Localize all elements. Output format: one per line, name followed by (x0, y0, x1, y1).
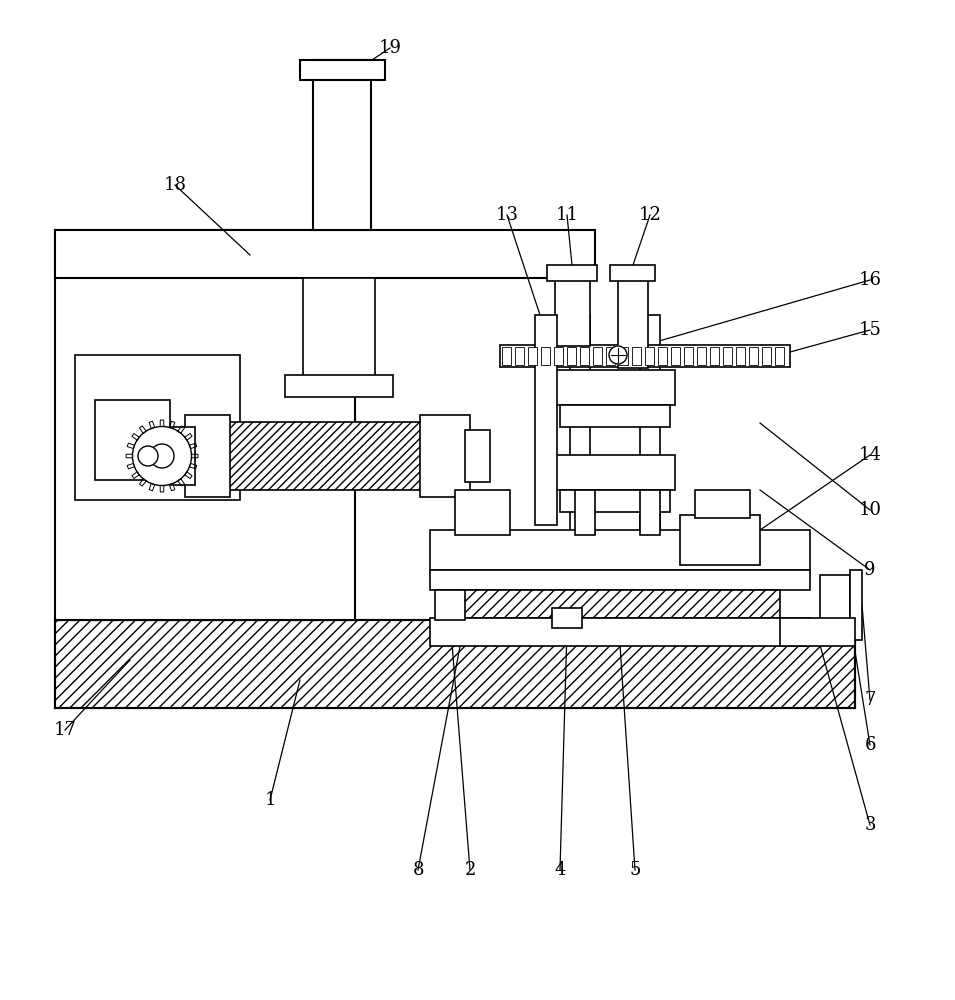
Bar (555, 455, 675, 490)
Bar (640, 490, 660, 535)
Bar (313, 60, 371, 230)
Bar (618, 278, 648, 368)
Text: 8: 8 (413, 861, 424, 879)
Bar (610, 265, 655, 281)
Bar (300, 60, 385, 80)
Bar (541, 347, 550, 365)
Bar (684, 347, 693, 365)
Bar (555, 370, 675, 405)
Bar (55, 230, 355, 620)
Bar (528, 347, 537, 365)
Bar (560, 490, 670, 512)
Bar (285, 375, 393, 397)
Bar (775, 347, 784, 365)
Bar (455, 490, 510, 535)
Circle shape (150, 444, 174, 468)
Bar (170, 427, 195, 485)
Bar (55, 230, 595, 278)
Bar (95, 400, 170, 480)
Text: 3: 3 (864, 816, 876, 834)
Text: 14: 14 (859, 446, 881, 464)
Text: 9: 9 (864, 561, 876, 579)
Bar (820, 575, 850, 635)
Bar (710, 347, 719, 365)
Bar (535, 315, 557, 525)
Bar (567, 347, 576, 365)
Bar (560, 405, 670, 427)
Bar (762, 347, 771, 365)
Text: 13: 13 (496, 206, 519, 224)
Bar (502, 347, 511, 365)
Bar (185, 415, 230, 497)
Bar (632, 347, 641, 365)
Text: 18: 18 (163, 176, 186, 194)
Bar (606, 347, 615, 365)
Bar (570, 315, 590, 620)
Circle shape (133, 426, 192, 486)
Bar (645, 347, 654, 365)
Text: 11: 11 (556, 206, 579, 224)
Bar (575, 490, 595, 535)
Bar (435, 590, 465, 620)
Bar (749, 347, 758, 365)
Bar (697, 347, 706, 365)
Bar (658, 347, 668, 365)
Bar (554, 347, 563, 365)
Bar (303, 278, 375, 378)
Bar (736, 347, 745, 365)
Text: 4: 4 (554, 861, 565, 879)
Bar (430, 530, 810, 570)
Bar (680, 515, 760, 565)
Bar (780, 618, 855, 646)
Bar (555, 278, 590, 346)
Text: 6: 6 (864, 736, 876, 754)
Text: 19: 19 (378, 39, 401, 57)
Bar (850, 570, 862, 640)
Bar (515, 347, 524, 365)
Bar (593, 347, 602, 365)
Text: 12: 12 (639, 206, 662, 224)
Circle shape (138, 446, 158, 466)
Bar (430, 570, 810, 590)
Bar (465, 430, 490, 482)
Bar (723, 347, 732, 365)
Text: 1: 1 (265, 791, 276, 809)
Text: 15: 15 (859, 321, 881, 339)
Bar (500, 345, 790, 367)
Bar (460, 590, 780, 618)
Text: 2: 2 (464, 861, 476, 879)
Text: 5: 5 (629, 861, 641, 879)
Bar (195, 422, 425, 490)
Bar (671, 347, 680, 365)
Bar (552, 608, 582, 628)
Bar (695, 490, 750, 518)
Text: 10: 10 (859, 501, 881, 519)
Bar (619, 347, 628, 365)
Bar (547, 265, 597, 281)
Circle shape (609, 346, 627, 364)
Text: 17: 17 (53, 721, 76, 739)
Bar (580, 347, 589, 365)
Bar (430, 618, 810, 646)
Text: 16: 16 (859, 271, 881, 289)
Bar (640, 315, 660, 620)
Bar (55, 620, 855, 708)
Bar (420, 415, 470, 497)
Text: 7: 7 (864, 691, 876, 709)
Bar (75, 355, 240, 500)
